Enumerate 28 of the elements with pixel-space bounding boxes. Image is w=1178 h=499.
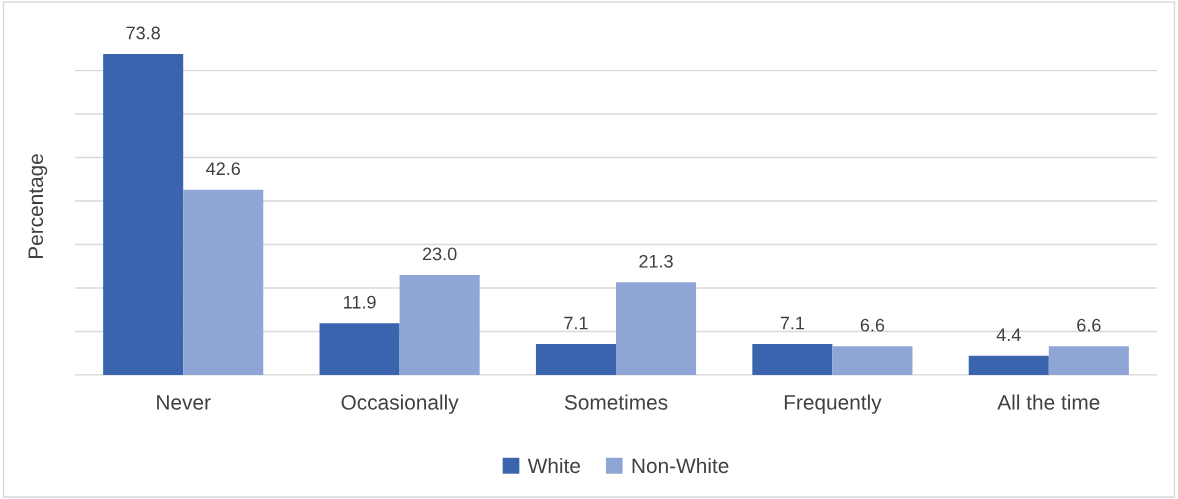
bar (319, 323, 400, 375)
data-label: 11.9 (344, 295, 376, 309)
bar (183, 189, 264, 375)
bar (535, 344, 616, 375)
data-label: 6.6 (1077, 318, 1101, 332)
x-tick-label: Never (157, 395, 211, 410)
bar (399, 274, 480, 375)
x-tick-label: Frequently (784, 394, 882, 414)
data-label: 7.1 (780, 316, 805, 330)
data-label: 6.6 (860, 318, 885, 332)
legend-label: White (527, 457, 580, 474)
data-label: 42.6 (206, 162, 241, 176)
data-label: 7.1 (564, 316, 588, 330)
data-label: 4.4 (996, 328, 1021, 342)
x-tick-label: Sometimes (564, 394, 668, 410)
x-tick-label: All the time (997, 394, 1100, 410)
bar (616, 282, 697, 375)
data-label: 21.3 (639, 254, 673, 268)
bar (1048, 346, 1129, 375)
data-label: 73.8 (126, 26, 160, 40)
y-axis-title: Percentage (28, 154, 48, 259)
bar (752, 344, 833, 375)
bar (968, 355, 1049, 375)
bar (103, 54, 184, 375)
legend-label: Non-White (632, 457, 729, 474)
bar (832, 346, 913, 375)
data-label: 23.0 (422, 247, 457, 261)
x-tick-label: Occasionally (341, 394, 459, 414)
